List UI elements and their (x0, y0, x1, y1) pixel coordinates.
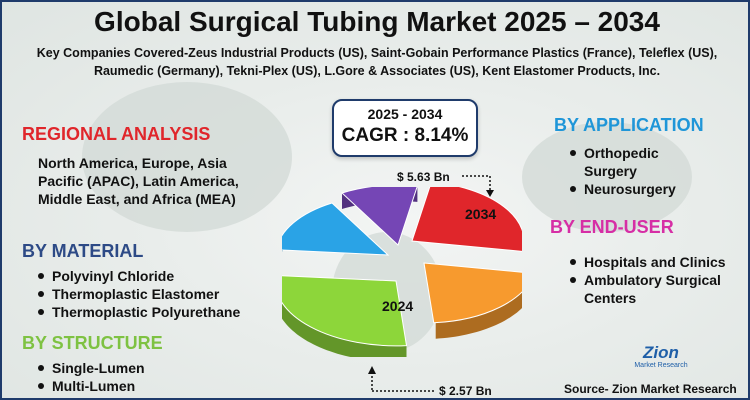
logo-name: Zion (643, 343, 679, 362)
structure-heading: BY STRUCTURE (22, 333, 163, 353)
end-user-item: Ambulatory Surgical Centers (568, 271, 748, 307)
material-item: Thermoplastic Elastomer (36, 285, 240, 303)
structure-item: Multi-Lumen (36, 377, 145, 395)
page-title: Global Surgical Tubing Market 2025 – 203… (94, 6, 660, 37)
slice-label-2024: 2024 (382, 298, 413, 314)
structure-list: Single-Lumen Multi-Lumen (36, 359, 145, 395)
world-map-shape (82, 82, 292, 232)
pie-slice (282, 275, 408, 347)
source-note: Source- Zion Market Research (564, 382, 737, 396)
application-list: Orthopedic Surgery Neurosurgery (568, 144, 698, 198)
end-user-list: Hospitals and Clinics Ambulatory Surgica… (568, 253, 748, 307)
regional-heading: REGIONAL ANALYSIS (22, 124, 211, 144)
material-item: Thermoplastic Polyurethane (36, 303, 240, 321)
slice-label-2034: 2034 (465, 206, 496, 222)
pie-chart: 2034 2024 (282, 187, 522, 357)
application-heading: BY APPLICATION (554, 115, 704, 135)
pie-slice (411, 187, 522, 252)
key-companies: Key Companies Covered-Zeus Industrial Pr… (36, 46, 718, 78)
material-list: Polyvinyl Chloride Thermoplastic Elastom… (36, 267, 240, 321)
end-user-heading: BY END-USER (550, 217, 674, 237)
pie-slice (282, 202, 390, 256)
cagr-period: 2025 - 2034 (367, 106, 443, 122)
material-heading: BY MATERIAL (22, 241, 144, 261)
pie-slice-side (282, 302, 407, 357)
cagr-value: CAGR : 8.14% (341, 125, 469, 146)
annotation-value: $ 5.63 Bn (397, 170, 450, 184)
pie-slice (341, 187, 418, 246)
structure-item: Single-Lumen (36, 359, 145, 377)
pie-slice (423, 262, 522, 324)
zion-logo: Zion Market Research (631, 344, 691, 370)
application-item: Neurosurgery (568, 180, 698, 198)
regional-text: North America, Europe, Asia Pacific (APA… (38, 155, 239, 207)
application-item: Orthopedic Surgery (568, 144, 698, 180)
end-user-item: Hospitals and Clinics (568, 253, 748, 271)
logo-subtitle: Market Research (634, 362, 688, 369)
material-item: Polyvinyl Chloride (36, 267, 240, 285)
world-map-shape (522, 122, 692, 232)
cagr-box: 2025 - 2034 CAGR : 8.14% (332, 99, 478, 157)
annotation-value: $ 2.57 Bn (439, 384, 492, 398)
annotation-arrowhead (368, 366, 376, 374)
